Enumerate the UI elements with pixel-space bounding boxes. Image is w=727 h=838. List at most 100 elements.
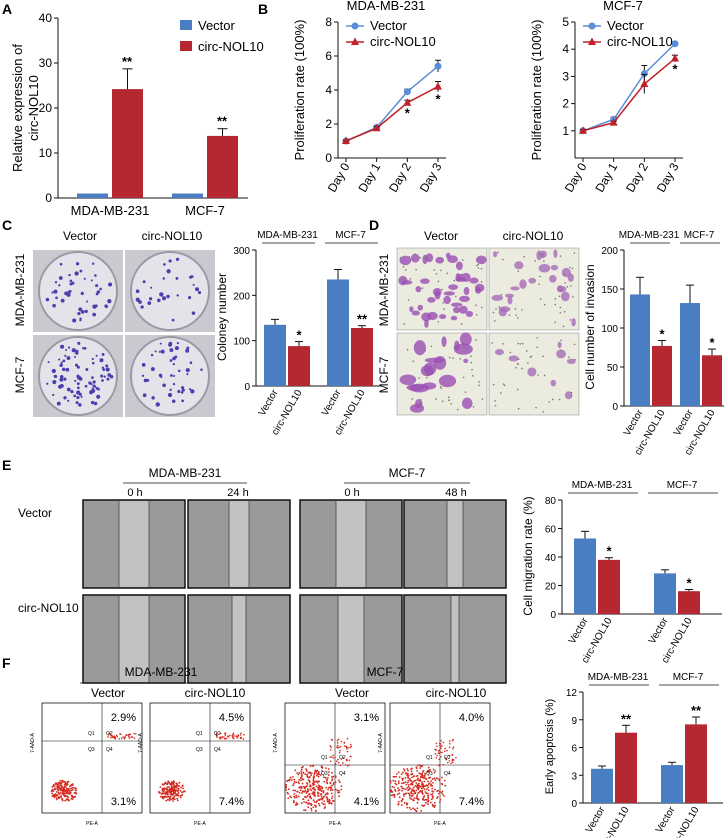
membrane-pore [492,311,495,314]
c-bar [351,327,373,386]
flow-event [319,798,321,801]
flow-event [326,779,328,782]
colony-dot [79,319,82,322]
flow-event [298,786,301,789]
colony-dot [200,368,203,371]
colony-dot [51,368,56,374]
flow-event [69,791,72,793]
membrane-pore [568,356,570,358]
flow-event [179,790,182,792]
membrane-pore [424,349,426,352]
flow-event [226,735,229,737]
flow-event [407,789,409,792]
colony-plate [38,251,118,331]
membrane-pore [450,403,453,405]
colony-dot [159,292,164,297]
flow-event [56,784,59,787]
flow-event [307,806,310,809]
flow-event [418,784,421,787]
flow-event [66,783,68,786]
flow-event [417,792,420,794]
invasion-cell [528,277,537,284]
flow-event [324,776,327,779]
membrane-pore [452,357,454,360]
membrane-pore [537,374,539,376]
e-xtick-label: Vector [567,615,591,646]
flow-event [302,772,305,774]
colony-dot [67,290,71,294]
flow-event [431,804,434,807]
membrane-pore [460,323,463,325]
flow-quad-label: Q1 [88,731,95,737]
c-row-mcf: MCF-7 [13,356,27,393]
e-row-circ: circ-NOL10 [18,601,79,615]
flow-event [400,785,403,788]
flow-event [302,798,305,801]
flow-event [334,763,337,765]
flow-event [435,756,437,759]
flow-event [54,782,57,784]
flow-event [408,806,411,809]
flow-event [431,794,434,797]
invasion-cell [538,263,551,273]
flow-event [54,787,56,790]
flow-event [175,784,178,787]
flow-event [173,786,176,789]
flow-event [411,788,414,791]
flow-event [301,792,304,794]
d-row-mda: MDA-MB-231 [377,253,391,326]
colony-dot [79,269,83,273]
flow-event [297,795,300,798]
membrane-pore [477,263,480,266]
flow-event [321,798,324,801]
flow-quad-label: Q3 [426,771,433,777]
flow-event [299,777,302,780]
e-line-mda: MDA-MB-231 [149,466,222,480]
flow-event [320,793,323,795]
flow-event [124,736,126,738]
flow-event [348,759,351,762]
flow-event [430,783,433,786]
flow-event [320,790,323,792]
flow-event [75,789,77,792]
membrane-pore [456,408,459,411]
flow-event [66,781,69,784]
colony-dot [91,357,94,361]
membrane-pore [494,320,496,322]
flow-event [418,772,421,775]
colony-dot [76,390,81,395]
panel-label-a: A [2,1,12,17]
membrane-pore [573,252,576,254]
d-bar [702,355,722,406]
flow-event [221,737,223,739]
flow-event [412,807,414,810]
membrane-pore [443,308,445,310]
membrane-pore [517,342,520,345]
flow-event [349,743,352,746]
flow-event [177,795,180,797]
colony-dot [75,349,79,353]
flow-event [318,804,321,807]
flow-lower-pct: 7.4% [219,796,244,808]
flow-event [398,792,401,795]
flow-event [332,783,335,786]
flow-event [412,786,415,789]
b1-title: MDA-MB-231 [347,0,426,13]
flow-x-axis-label: PE-A [329,821,341,827]
flow-event [433,806,436,809]
flow-event [314,805,317,808]
flow-event [422,797,424,800]
f-ytick-label: 9 [571,716,577,727]
flow-event [404,772,407,774]
flow-event [307,776,310,779]
b1-sig: * [435,92,441,107]
flow-event [315,785,318,788]
flow-event [55,797,58,799]
colony-dot [62,359,66,363]
colony-dot [54,280,58,284]
a-ylabel-2: circ-NOL10 [26,75,41,141]
flow-event [295,781,298,784]
flow-event [345,745,348,748]
invasion-cell [398,275,408,286]
